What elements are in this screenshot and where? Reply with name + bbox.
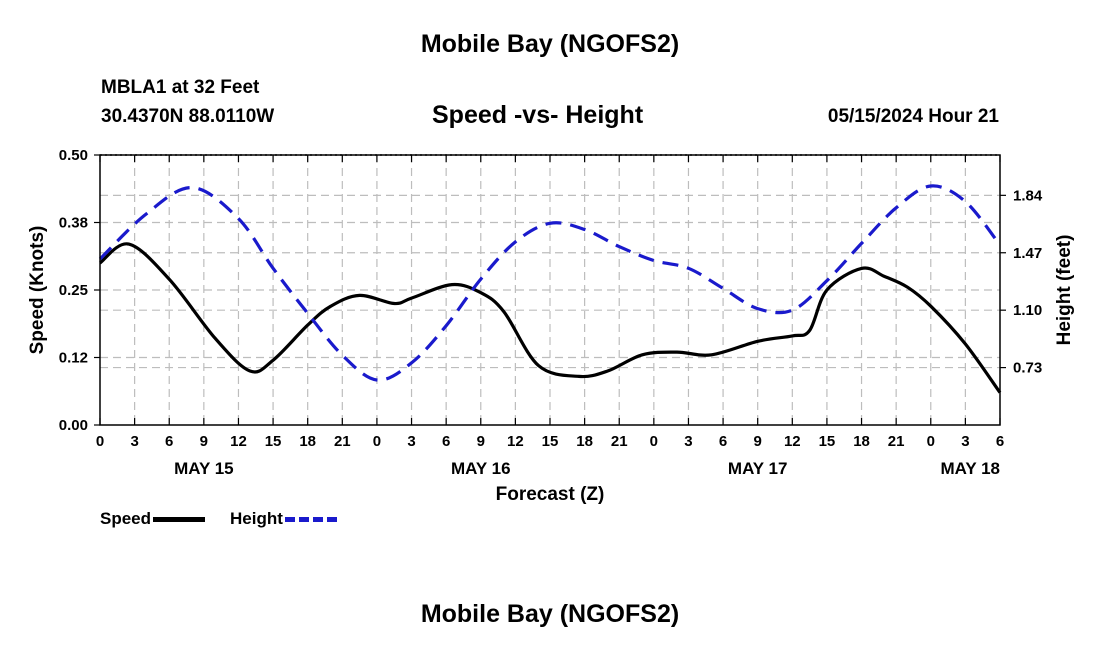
y-tick-label: 0.12 — [59, 350, 88, 367]
x-tick-label: 9 — [477, 433, 485, 450]
x-tick-label: 6 — [442, 433, 450, 450]
x-tick-label: 15 — [819, 433, 836, 450]
y-tick-label: 0.00 — [59, 417, 88, 434]
x-tick-label: 0 — [927, 433, 935, 450]
x-tick-label: 0 — [650, 433, 658, 450]
x-tick-label: 18 — [576, 433, 593, 450]
day-label: MAY 15 — [174, 459, 234, 478]
height-series-line — [98, 184, 1002, 382]
axes: 0 3 6 9 12 15 18 21 0 3 6 9 12 15 18 21 0 3 6 9 12 15 18 21 0 3 6M… — [59, 147, 1043, 478]
chart-title: Mobile Bay (NGOFS2) — [420, 30, 680, 58]
x-tick-label: 0 — [373, 433, 381, 450]
y2-axis-label: Height (feet) — [1054, 235, 1075, 346]
x-tick-label: 3 — [130, 433, 138, 450]
day-label: MAY 18 — [940, 459, 1000, 478]
x-tick-label: 21 — [611, 433, 628, 450]
x-tick-label: 3 — [684, 433, 692, 450]
x-tick-label: 6 — [719, 433, 727, 450]
legend-speed: Speed — [100, 509, 206, 529]
legend-height-label: Height — [230, 509, 283, 528]
x-tick-label: 6 — [165, 433, 173, 450]
footer-title: Mobile Bay (NGOFS2) — [420, 600, 680, 628]
y-axis-label: Speed (Knots) — [27, 226, 48, 355]
x-tick-label: 15 — [265, 433, 282, 450]
legend-height: Height — [230, 509, 337, 529]
y-tick-label: 0.50 — [59, 147, 88, 164]
grid — [100, 154, 1000, 425]
x-tick-label: 21 — [334, 433, 351, 450]
x-tick-label: 15 — [542, 433, 559, 450]
legend-speed-label: Speed — [100, 509, 152, 528]
x-tick-label: 12 — [784, 433, 801, 450]
x-tick-label: 3 — [407, 433, 415, 450]
station-label: MBLA1 at 32 Feet — [101, 77, 260, 98]
day-label: MAY 17 — [728, 459, 788, 478]
series — [98, 184, 1002, 394]
x-tick-label: 9 — [754, 433, 762, 450]
day-label: MAY 16 — [451, 459, 511, 478]
y2-tick-label: 1.10 — [1013, 302, 1042, 319]
x-tick-label: 12 — [507, 433, 524, 450]
x-tick-label: 21 — [888, 433, 905, 450]
x-axis-label: Forecast (Z) — [496, 484, 605, 505]
y-tick-label: 0.38 — [59, 215, 88, 232]
speed-height-chart: 0 3 6 9 12 15 18 21 0 3 6 9 12 15 18 21 0 3 6 9 12 15 18 21 0 3 6M… — [27, 147, 1075, 505]
x-tick-label: 9 — [200, 433, 208, 450]
x-tick-label: 12 — [230, 433, 247, 450]
x-tick-label: 18 — [299, 433, 316, 450]
x-tick-label: 3 — [961, 433, 969, 450]
y-tick-label: 0.25 — [59, 282, 88, 299]
station-coordinates: 30.4370N 88.0110W — [101, 106, 275, 127]
x-tick-label: 18 — [853, 433, 870, 450]
legend-speed-swatch — [153, 517, 206, 523]
x-tick-label: 6 — [996, 433, 1004, 450]
legend-height-swatch — [284, 517, 337, 523]
forecast-datetime: 05/15/2024 Hour 21 — [827, 106, 999, 127]
y2-tick-label: 0.73 — [1013, 360, 1042, 377]
speed-series-line — [98, 242, 1002, 394]
plot-frame — [99, 154, 1001, 426]
y2-tick-label: 1.47 — [1013, 245, 1042, 262]
chart-subtitle: Speed -vs- Height — [432, 101, 644, 129]
y2-tick-label: 1.84 — [1013, 187, 1043, 204]
x-tick-label: 0 — [96, 433, 104, 450]
